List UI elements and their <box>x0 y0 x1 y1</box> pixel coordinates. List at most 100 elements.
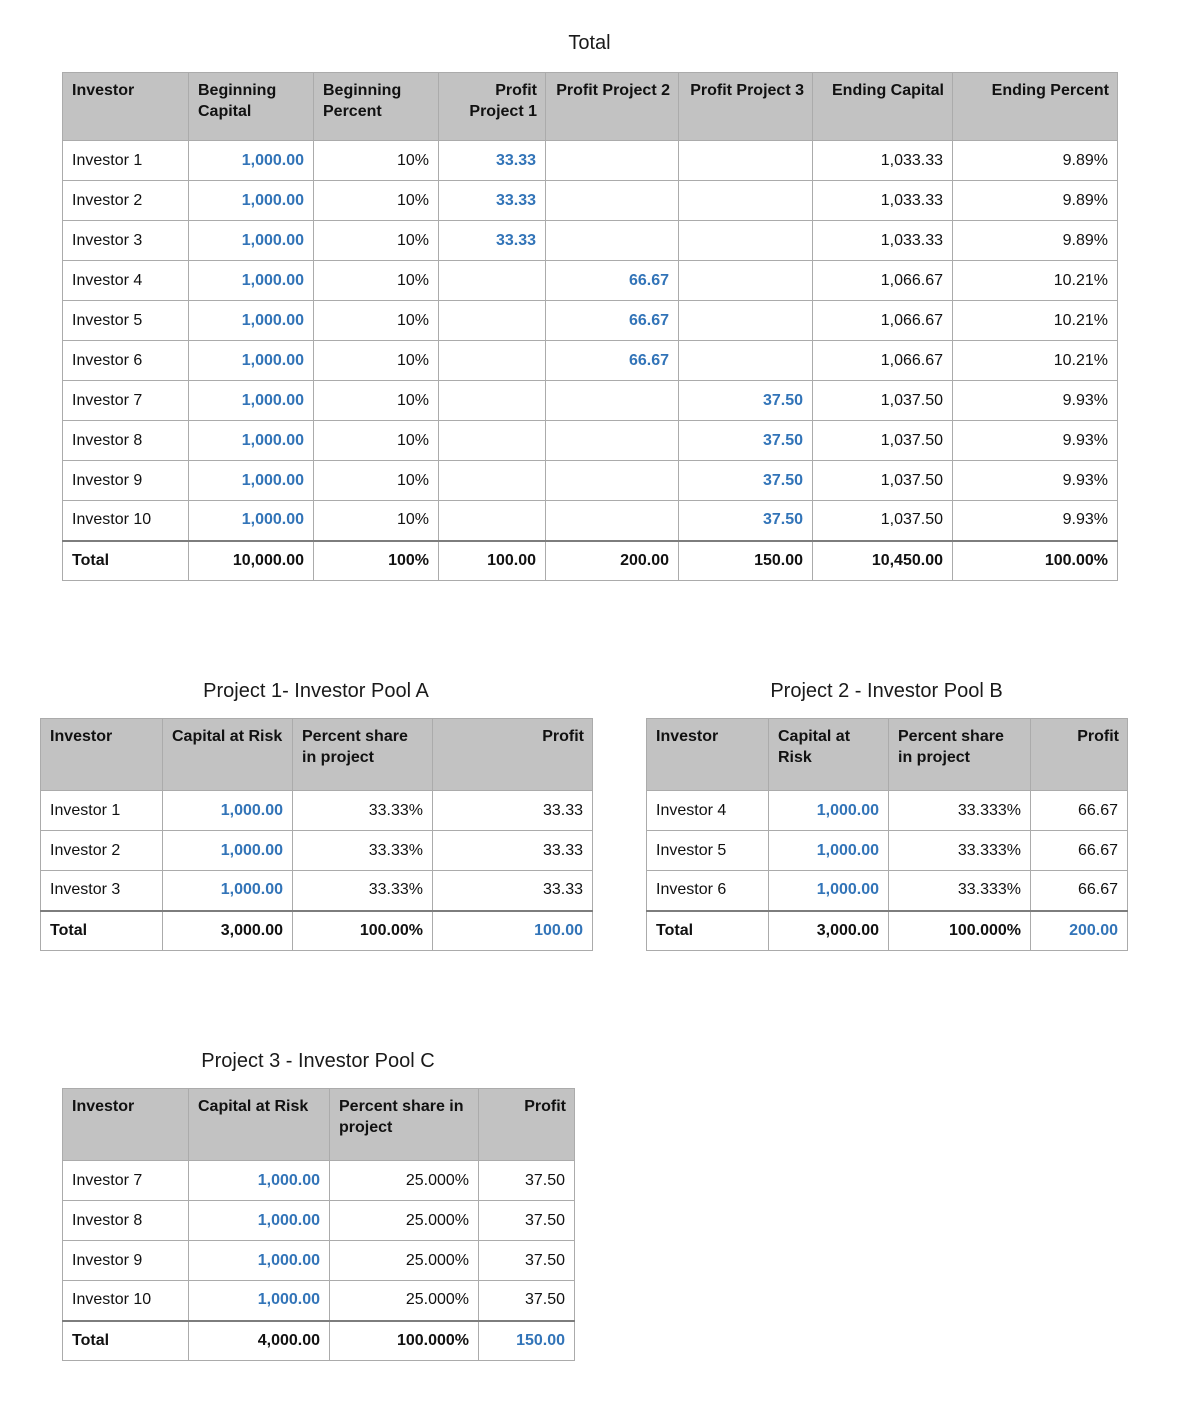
percent-share-cell[interactable]: 25.000% <box>329 1160 479 1201</box>
percent-share-cell[interactable]: 33.333% <box>888 870 1031 911</box>
investor-name-cell[interactable]: Investor 6 <box>62 340 189 381</box>
ending-capital-cell[interactable]: 1,033.33 <box>812 140 953 181</box>
ending-percent-cell[interactable]: 9.89% <box>952 180 1118 221</box>
profit-cell[interactable]: 66.67 <box>1030 870 1128 911</box>
investor-name-cell[interactable]: Investor 8 <box>62 420 189 461</box>
percent-share-cell[interactable]: 33.333% <box>888 790 1031 831</box>
investor-name-cell[interactable]: Investor 8 <box>62 1200 189 1241</box>
investor-name-cell[interactable]: Investor 2 <box>62 180 189 221</box>
profit-project1-cell[interactable] <box>438 380 546 421</box>
ending-capital-cell[interactable]: 1,037.50 <box>812 420 953 461</box>
investor-name-cell[interactable]: Investor 4 <box>62 260 189 301</box>
beginning-percent-cell[interactable]: 10% <box>313 420 439 461</box>
ending-percent-cell[interactable]: 10.21% <box>952 340 1118 381</box>
profit-project3-cell[interactable] <box>678 180 813 221</box>
ending-capital-cell[interactable]: 1,066.67 <box>812 260 953 301</box>
ending-percent-cell[interactable]: 9.89% <box>952 140 1118 181</box>
investor-name-cell[interactable]: Investor 5 <box>62 300 189 341</box>
percent-share-cell[interactable]: 25.000% <box>329 1200 479 1241</box>
beginning-capital-cell[interactable]: 1,000.00 <box>188 260 314 301</box>
profit-project1-cell[interactable]: 33.33 <box>438 220 546 261</box>
investor-name-cell[interactable]: Investor 2 <box>40 830 163 871</box>
ending-capital-cell[interactable]: 1,033.33 <box>812 180 953 221</box>
ending-capital-cell[interactable]: 1,033.33 <box>812 220 953 261</box>
profit-project3-cell[interactable]: 37.50 <box>678 500 813 541</box>
profit-cell[interactable]: 37.50 <box>478 1280 575 1321</box>
beginning-percent-cell[interactable]: 10% <box>313 180 439 221</box>
profit-cell[interactable]: 37.50 <box>478 1200 575 1241</box>
ending-percent-cell[interactable]: 9.89% <box>952 220 1118 261</box>
total-percent-cell[interactable]: 100.000% <box>888 909 1031 951</box>
capital-at-risk-cell[interactable]: 1,000.00 <box>188 1280 330 1321</box>
investor-name-cell[interactable]: Investor 7 <box>62 380 189 421</box>
beginning-percent-cell[interactable]: 10% <box>313 460 439 501</box>
profit-project1-cell[interactable] <box>438 340 546 381</box>
investor-name-cell[interactable]: Investor 9 <box>62 460 189 501</box>
profit-cell[interactable]: 37.50 <box>478 1240 575 1281</box>
capital-at-risk-cell[interactable]: 1,000.00 <box>188 1240 330 1281</box>
profit-project1-cell[interactable] <box>438 500 546 541</box>
profit-cell[interactable]: 66.67 <box>1030 830 1128 871</box>
profit-project3-cell[interactable] <box>678 300 813 341</box>
ending-capital-cell[interactable]: 1,037.50 <box>812 500 953 541</box>
total-beginning-percent-cell[interactable]: 100% <box>313 539 439 581</box>
ending-percent-cell[interactable]: 10.21% <box>952 300 1118 341</box>
beginning-percent-cell[interactable]: 10% <box>313 340 439 381</box>
profit-project3-cell[interactable]: 37.50 <box>678 380 813 421</box>
beginning-capital-cell[interactable]: 1,000.00 <box>188 140 314 181</box>
total-profit-cell[interactable]: 200.00 <box>1030 909 1128 951</box>
total-capital-cell[interactable]: 3,000.00 <box>768 909 889 951</box>
investor-name-cell[interactable]: Investor 3 <box>62 220 189 261</box>
profit-project2-cell[interactable] <box>545 380 679 421</box>
profit-cell[interactable]: 37.50 <box>478 1160 575 1201</box>
ending-capital-cell[interactable]: 1,066.67 <box>812 300 953 341</box>
capital-at-risk-cell[interactable]: 1,000.00 <box>162 870 293 911</box>
ending-capital-cell[interactable]: 1,037.50 <box>812 380 953 421</box>
percent-share-cell[interactable]: 33.333% <box>888 830 1031 871</box>
ending-percent-cell[interactable]: 9.93% <box>952 380 1118 421</box>
beginning-capital-cell[interactable]: 1,000.00 <box>188 220 314 261</box>
ending-percent-cell[interactable]: 9.93% <box>952 460 1118 501</box>
profit-cell[interactable]: 33.33 <box>432 830 593 871</box>
total-ending-percent-cell[interactable]: 100.00% <box>952 539 1118 581</box>
profit-project2-cell[interactable] <box>545 460 679 501</box>
total-label-cell[interactable]: Total <box>62 1319 189 1361</box>
profit-project2-cell[interactable]: 66.67 <box>545 340 679 381</box>
profit-project1-cell[interactable]: 33.33 <box>438 180 546 221</box>
capital-at-risk-cell[interactable]: 1,000.00 <box>188 1160 330 1201</box>
beginning-percent-cell[interactable]: 10% <box>313 260 439 301</box>
investor-name-cell[interactable]: Investor 10 <box>62 500 189 541</box>
total-percent-cell[interactable]: 100.000% <box>329 1319 479 1361</box>
profit-project3-cell[interactable]: 37.50 <box>678 460 813 501</box>
profit-project1-cell[interactable] <box>438 460 546 501</box>
total-beginning-capital-cell[interactable]: 10,000.00 <box>188 539 314 581</box>
beginning-percent-cell[interactable]: 10% <box>313 300 439 341</box>
profit-project3-cell[interactable] <box>678 260 813 301</box>
investor-name-cell[interactable]: Investor 3 <box>40 870 163 911</box>
profit-project2-cell[interactable]: 66.67 <box>545 260 679 301</box>
capital-at-risk-cell[interactable]: 1,000.00 <box>768 790 889 831</box>
total-profit-project2-cell[interactable]: 200.00 <box>545 539 679 581</box>
beginning-capital-cell[interactable]: 1,000.00 <box>188 500 314 541</box>
ending-percent-cell[interactable]: 9.93% <box>952 420 1118 461</box>
profit-project2-cell[interactable] <box>545 220 679 261</box>
capital-at-risk-cell[interactable]: 1,000.00 <box>162 790 293 831</box>
beginning-capital-cell[interactable]: 1,000.00 <box>188 420 314 461</box>
beginning-percent-cell[interactable]: 10% <box>313 140 439 181</box>
profit-project1-cell[interactable] <box>438 300 546 341</box>
percent-share-cell[interactable]: 25.000% <box>329 1280 479 1321</box>
ending-capital-cell[interactable]: 1,037.50 <box>812 460 953 501</box>
percent-share-cell[interactable]: 25.000% <box>329 1240 479 1281</box>
total-label-cell[interactable]: Total <box>40 909 163 951</box>
profit-project2-cell[interactable] <box>545 180 679 221</box>
profit-project3-cell[interactable] <box>678 140 813 181</box>
beginning-percent-cell[interactable]: 10% <box>313 220 439 261</box>
total-profit-cell[interactable]: 150.00 <box>478 1319 575 1361</box>
profit-cell[interactable]: 66.67 <box>1030 790 1128 831</box>
beginning-capital-cell[interactable]: 1,000.00 <box>188 180 314 221</box>
beginning-capital-cell[interactable]: 1,000.00 <box>188 380 314 421</box>
profit-cell[interactable]: 33.33 <box>432 790 593 831</box>
profit-cell[interactable]: 33.33 <box>432 870 593 911</box>
capital-at-risk-cell[interactable]: 1,000.00 <box>768 830 889 871</box>
profit-project3-cell[interactable] <box>678 220 813 261</box>
